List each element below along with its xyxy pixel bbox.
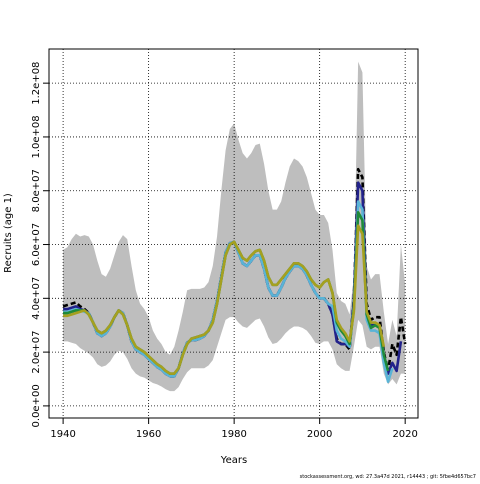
x-tick-label: 1940: [50, 429, 75, 440]
y-tick-label: 4.0e+07: [31, 277, 42, 320]
x-tick-label: 2020: [392, 429, 417, 440]
y-tick-label: 0.0e+00: [31, 384, 42, 427]
plot-frame: [48, 48, 419, 419]
y-tick-label: 1.2e+08: [31, 62, 42, 105]
x-tick-label: 1980: [221, 429, 246, 440]
y-tick-label: 8.0e+07: [31, 169, 42, 212]
y-tick-label: 2.0e+07: [31, 331, 42, 374]
y-axis-label: Recruits (age 1): [3, 193, 14, 273]
y-tick-label: 1.0e+08: [31, 115, 42, 158]
x-axis-label: Years: [220, 455, 247, 466]
series-line: [63, 224, 386, 375]
footer: stockassessment.org, wd: 27.3a47d 2021, …: [300, 474, 476, 480]
x-tick-label: 2000: [307, 429, 332, 440]
x-tick-label: 1960: [136, 429, 161, 440]
y-tick-label: 6.0e+07: [31, 223, 42, 266]
